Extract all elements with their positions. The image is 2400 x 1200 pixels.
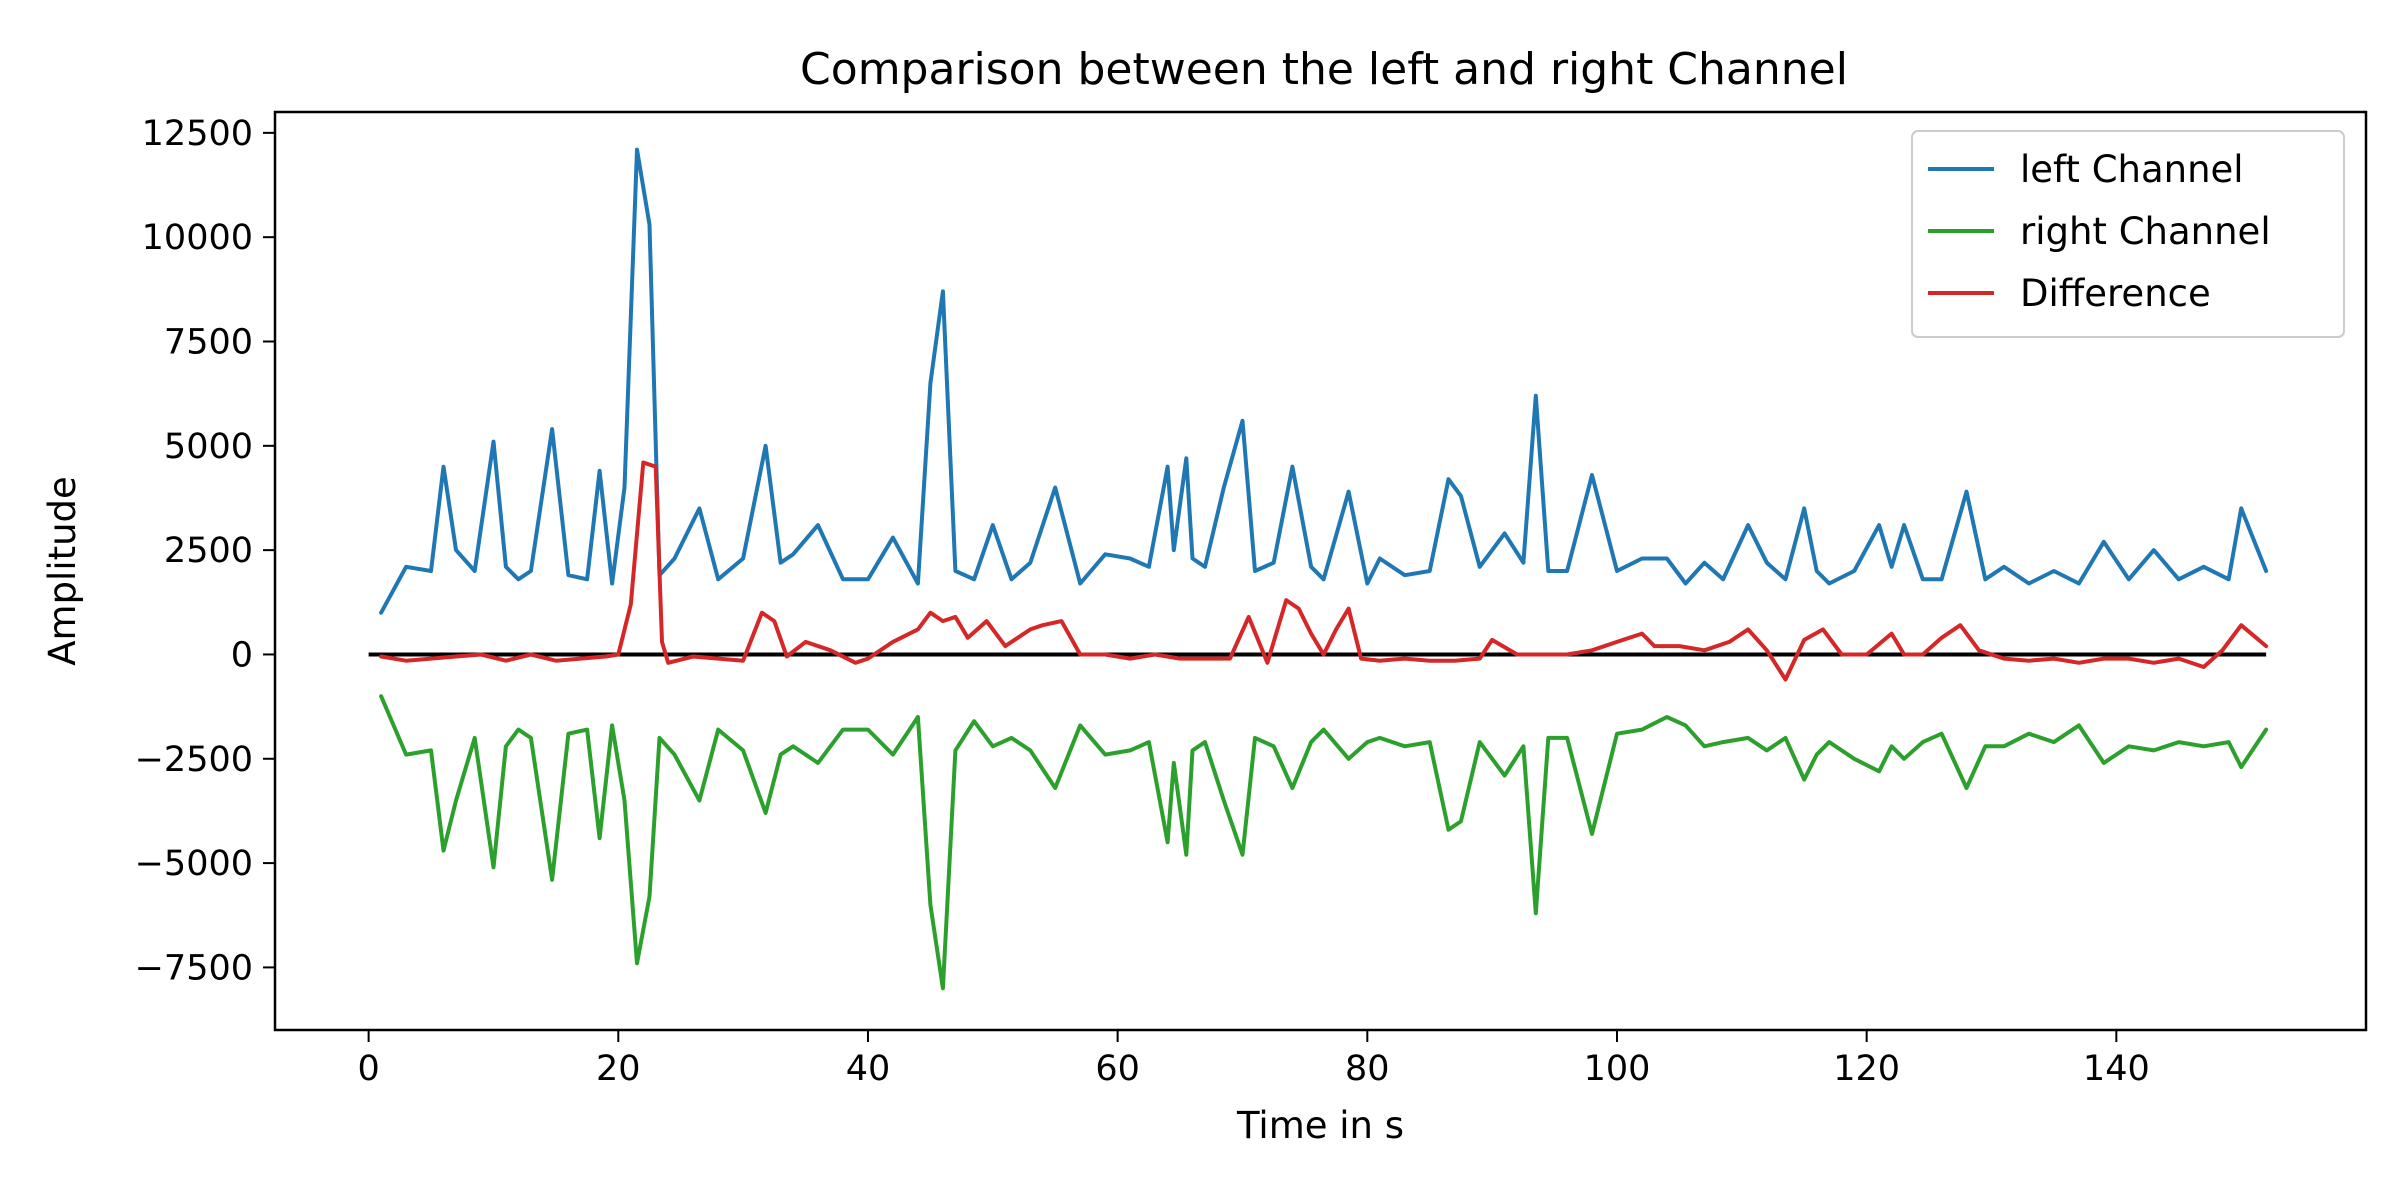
legend-box <box>1911 130 2345 338</box>
x-tick-label: 100 <box>1584 1049 1651 1089</box>
y-tick-label: 5000 <box>164 427 253 467</box>
series-layer <box>368 147 2269 991</box>
y-tick-label: 12500 <box>142 114 253 154</box>
y-tick-label: 2500 <box>164 531 253 571</box>
series-line-1 <box>379 147 2269 615</box>
x-axis: 0 20 40 60 80 100 120 140 <box>357 1030 2150 1089</box>
x-tick-label: 120 <box>1833 1049 1900 1089</box>
x-tick-label: 60 <box>1095 1049 1140 1089</box>
x-axis-title: Time in s <box>1236 1104 1404 1147</box>
y-tick-label: 0 <box>231 635 253 675</box>
y-tick-label: 10000 <box>142 218 253 258</box>
y-tick-label: −5000 <box>135 844 253 884</box>
x-tick-label: 140 <box>2083 1049 2150 1089</box>
legend-label: Difference <box>2020 272 2211 315</box>
y-axis-title: Amplitude <box>41 476 84 666</box>
x-tick-label: 0 <box>357 1049 379 1089</box>
y-tick-label: −2500 <box>135 740 253 780</box>
plot-frame <box>273 110 2368 1032</box>
x-tick-label: 80 <box>1345 1049 1390 1089</box>
x-tick-label: 40 <box>846 1049 891 1089</box>
x-tick-label: 20 <box>596 1049 641 1089</box>
legend-label: right Channel <box>2020 210 2271 253</box>
series-line-3 <box>379 460 2269 682</box>
y-axis: −7500 −5000 −2500 0 2500 5000 7500 10000 12500 <box>135 114 275 988</box>
chart-title: Comparison between the left and right Ch… <box>800 44 1848 95</box>
y-tick-label: 7500 <box>164 323 253 363</box>
y-tick-label: −7500 <box>135 948 253 988</box>
legend: left Channel right Channel Difference <box>1911 130 2345 338</box>
series-line-2 <box>379 694 2269 991</box>
legend-label: left Channel <box>2020 148 2244 191</box>
